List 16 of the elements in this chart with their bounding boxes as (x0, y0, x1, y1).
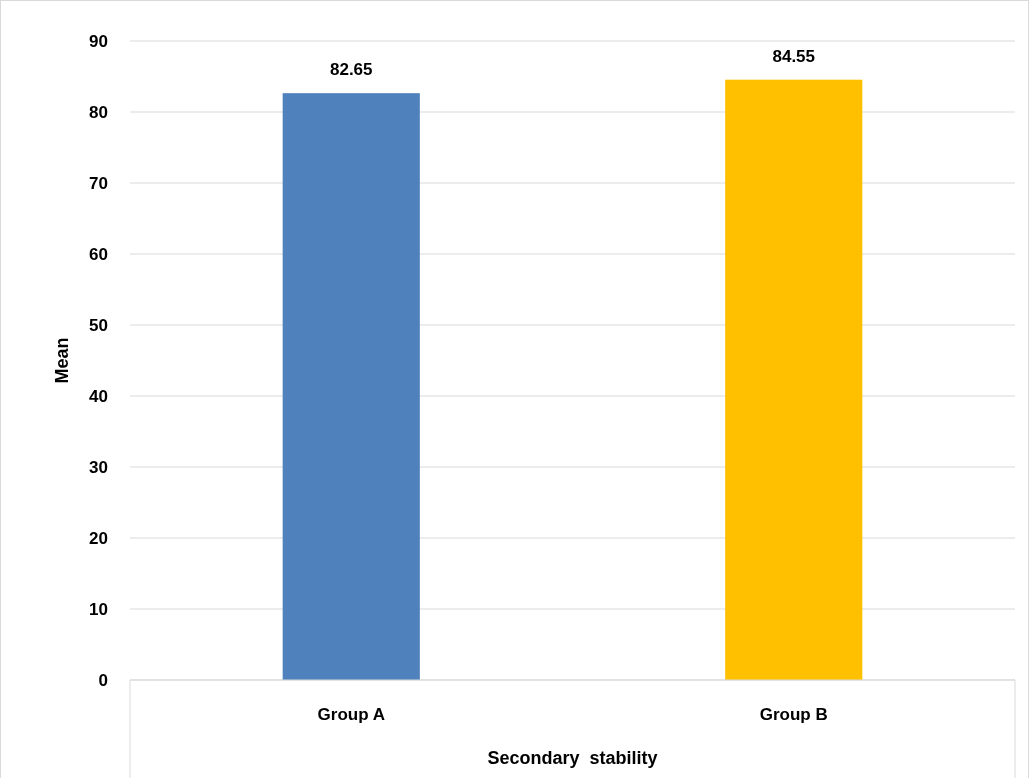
y-tick-label: 90 (89, 31, 108, 51)
y-tick-label: 60 (89, 244, 108, 264)
y-tick-label: 10 (89, 599, 108, 619)
y-axis-title: Mean (52, 337, 72, 384)
data-label: 84.55 (772, 46, 816, 66)
data-label: 82.65 (329, 60, 373, 80)
x-tick-label: Group B (759, 705, 828, 724)
y-tick-label: 80 (89, 102, 108, 122)
x-axis-title: Secondary stability (487, 748, 658, 768)
y-tick-label: 30 (89, 457, 108, 477)
y-tick-label: 50 (89, 315, 108, 335)
x-tick-label: Group A (317, 705, 385, 724)
y-tick-label: 40 (89, 386, 108, 406)
y-tick-label: 70 (89, 173, 108, 193)
y-tick-label: 0 (98, 670, 108, 690)
y-tick-label: 20 (89, 528, 108, 548)
